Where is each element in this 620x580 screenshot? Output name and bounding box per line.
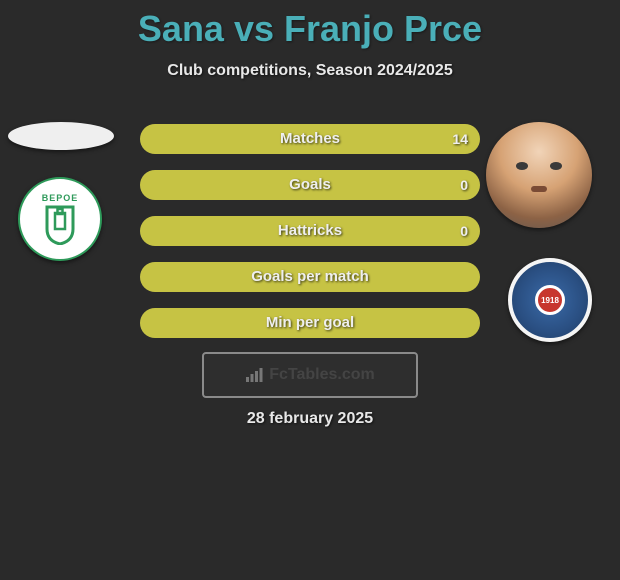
avatar-placeholder-icon [8,122,114,150]
stat-value-right: 0 [460,216,468,246]
club-badge-beroe-icon: BEPOE [18,177,102,261]
comparison-date: 28 february 2025 [0,410,620,428]
page-title: Sana vs Franjo Prce [0,0,620,50]
stat-label: Goals [140,170,480,200]
club-badge-inner: 1918 [535,285,565,315]
stat-row: Min per goal [140,308,480,338]
stat-label: Min per goal [140,308,480,338]
page-subtitle: Club competitions, Season 2024/2025 [0,62,620,80]
stat-row: Goals per match [140,262,480,292]
brand-text: FcTables.com [269,366,375,384]
stat-value-right: 0 [460,170,468,200]
brand-watermark: FcTables.com [202,352,418,398]
club-badge-spartak-icon: 1918 [508,258,592,342]
stat-row: Hattricks0 [140,216,480,246]
stat-label: Matches [140,124,480,154]
stat-value-right: 14 [452,124,468,154]
player-left-avatar [8,122,114,150]
player-right-avatar [486,122,592,228]
player-right-club-badge: 1918 [508,258,592,342]
stat-row: Goals0 [140,170,480,200]
club-badge-text: BEPOE [42,193,79,203]
avatar-face-icon [486,122,592,228]
stats-comparison: Matches14Goals0Hattricks0Goals per match… [140,124,480,354]
stat-label: Goals per match [140,262,480,292]
chart-icon [245,367,265,383]
stat-label: Hattricks [140,216,480,246]
shield-icon [43,205,77,245]
stat-row: Matches14 [140,124,480,154]
player-left-club-badge: BEPOE [18,177,102,261]
